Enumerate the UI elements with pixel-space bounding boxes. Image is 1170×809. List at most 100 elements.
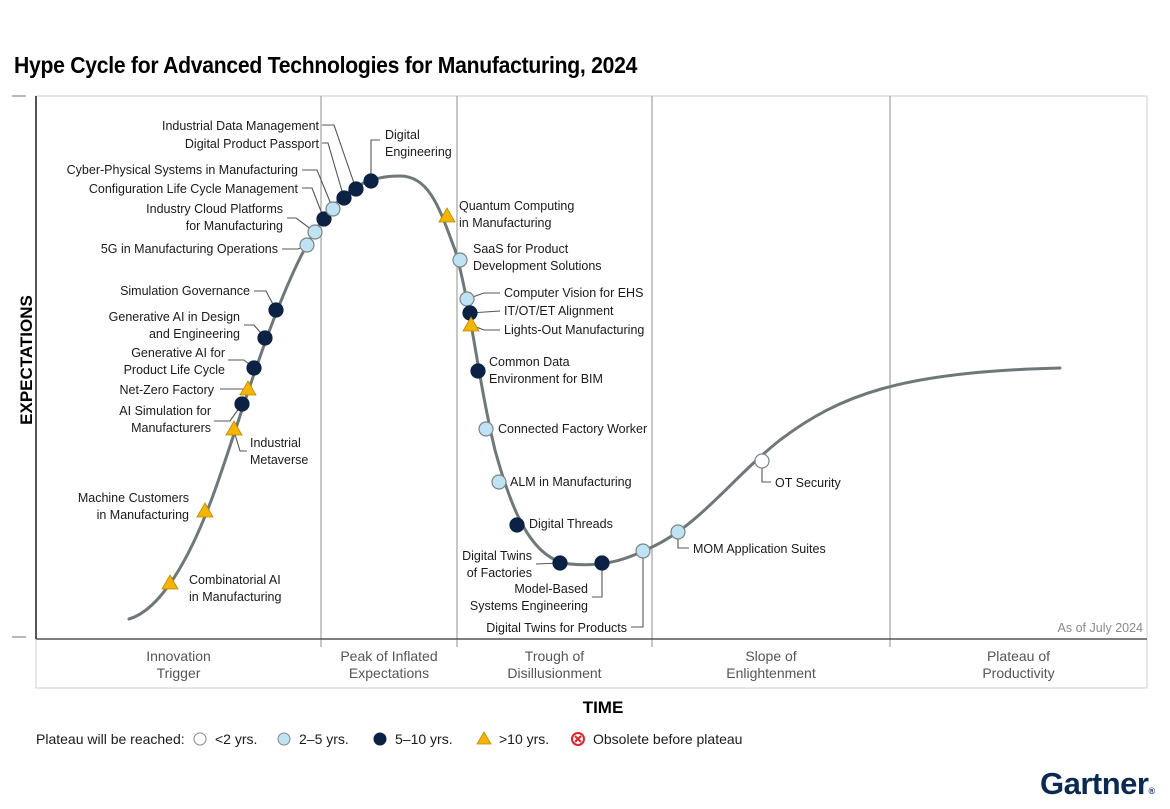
legend-label: Obsolete before plateau xyxy=(593,731,742,747)
point-label: OT Security xyxy=(775,476,842,490)
legend-item: 2–5 yrs. xyxy=(277,731,349,747)
point-marker xyxy=(246,360,262,376)
point-label-line: Industrial xyxy=(250,436,301,450)
legend-triangle-icon xyxy=(476,731,492,745)
legend-item: <2 yrs. xyxy=(193,731,257,747)
point-label: IT/OT/ET Alignment xyxy=(504,304,614,318)
point-label-line: Digital xyxy=(385,128,420,142)
point-marker xyxy=(462,305,478,321)
legend-label: <2 yrs. xyxy=(215,731,257,747)
point-marker xyxy=(470,363,486,379)
point-marker xyxy=(438,207,456,223)
point-label: Quantum Computing in Manufacturing xyxy=(459,199,574,230)
phase-label-line: Enlightenment xyxy=(726,665,816,681)
legend-label: 2–5 yrs. xyxy=(299,731,349,747)
leader-line xyxy=(592,563,603,598)
point-label: Computer Vision for EHS xyxy=(504,286,643,300)
point-label-line: in Manufacturing xyxy=(97,508,189,522)
point-label-line: ALM in Manufacturing xyxy=(510,475,632,489)
point-labels: Combinatorial AI in Manufacturing Machine … xyxy=(67,119,842,635)
phase-label: Peak of Inflated Expectations xyxy=(340,648,437,681)
point-marker xyxy=(552,555,568,571)
point-marker xyxy=(316,211,332,227)
phase-label-line: Productivity xyxy=(982,665,1054,681)
point-marker xyxy=(307,224,323,240)
phase-label-line: Disillusionment xyxy=(507,665,601,681)
point-label: Net-Zero Factory xyxy=(120,383,215,397)
point-marker xyxy=(196,502,214,518)
phase-label-line: Trough of xyxy=(525,648,585,664)
point-marker xyxy=(635,543,651,559)
point-label: Digital Twins for Products xyxy=(486,621,627,635)
point-label: AI Simulation for Manufacturers xyxy=(119,404,211,435)
point-marker xyxy=(161,574,179,590)
point-label: Combinatorial AI in Manufacturing xyxy=(189,573,281,604)
point-label-line: Digital Threads xyxy=(529,517,613,531)
point-marker xyxy=(754,453,770,469)
point-label-line: Simulation Governance xyxy=(120,284,250,298)
leader-line xyxy=(370,139,380,181)
leader-line xyxy=(233,430,247,452)
leader-line xyxy=(287,217,316,233)
point-marker xyxy=(509,517,525,533)
phase-label: Plateau of Productivity xyxy=(982,648,1054,681)
legend-label: 5–10 yrs. xyxy=(395,731,453,747)
point-label-line: Computer Vision for EHS xyxy=(504,286,643,300)
gartner-logo: Gartner® xyxy=(1040,766,1155,802)
point-label-line: Common Data xyxy=(489,355,570,369)
legend-circle-icon xyxy=(277,732,291,746)
data-points xyxy=(161,173,770,590)
leader-line xyxy=(631,551,644,628)
phase-labels: Innovation Trigger Peak of Inflated Expecta… xyxy=(146,648,1054,681)
point-label-line: Generative AI in Design xyxy=(109,310,240,324)
point-label-line: Net-Zero Factory xyxy=(120,383,215,397)
point-label-line: Manufacturers xyxy=(131,421,211,435)
point-marker xyxy=(234,396,250,412)
point-label-line: Configuration Life Cycle Management xyxy=(89,182,299,196)
point-marker xyxy=(363,173,379,189)
point-label-line: Product Life Cycle xyxy=(124,363,225,377)
point-label-line: 5G in Manufacturing Operations xyxy=(101,242,278,256)
point-marker xyxy=(491,474,507,490)
phase-label-line: Innovation xyxy=(146,648,211,664)
point-marker xyxy=(225,420,243,436)
leader-line xyxy=(302,187,325,220)
point-label: Common Data Environment for BIM xyxy=(489,355,603,386)
point-label-line: Industrial Data Management xyxy=(162,119,320,133)
point-label-line: and Engineering xyxy=(149,327,240,341)
point-label-line: Generative AI for xyxy=(131,346,225,360)
point-label-line: Systems Engineering xyxy=(470,599,588,613)
point-marker xyxy=(257,330,273,346)
y-axis-title: EXPECTATIONS xyxy=(17,295,36,425)
point-marker xyxy=(336,190,352,206)
point-marker xyxy=(478,421,494,437)
point-label-line: OT Security xyxy=(775,476,842,490)
legend: Plateau will be reached: <2 yrs. 2–5 yrs. 5… xyxy=(36,731,742,747)
point-label-line: Digital Twins for Products xyxy=(486,621,627,635)
point-label-line: for Manufacturing xyxy=(186,219,283,233)
leader-line xyxy=(322,142,345,199)
legend-obsolete-x-icon xyxy=(574,735,582,743)
phase-label-line: Peak of Inflated xyxy=(340,648,437,664)
point-label: Digital Threads xyxy=(529,517,613,531)
phase-label-line: Trigger xyxy=(157,665,201,681)
point-label-line: MOM Application Suites xyxy=(693,542,826,556)
phase-label: Slope of Enlightenment xyxy=(726,648,816,681)
point-marker xyxy=(670,524,686,540)
point-label-line: Development Solutions xyxy=(473,259,602,273)
point-label-line: Machine Customers xyxy=(78,491,189,505)
point-marker xyxy=(452,252,468,268)
legend-circle-icon xyxy=(373,732,387,746)
point-label: Industrial Metaverse xyxy=(250,436,308,467)
point-label: Machine Customers in Manufacturing xyxy=(78,491,189,522)
phase-label: Trough of Disillusionment xyxy=(507,648,601,681)
point-label: Generative AI in Design and Engineering xyxy=(109,310,240,341)
point-label: Connected Factory Worker xyxy=(498,422,647,436)
point-label: Industrial Data Management xyxy=(162,119,320,133)
point-label-line: Digital Product Passport xyxy=(185,137,320,151)
point-label-line: AI Simulation for xyxy=(119,404,211,418)
registered-mark: ® xyxy=(1148,786,1155,796)
point-label-line: of Factories xyxy=(467,566,532,580)
point-marker xyxy=(268,302,284,318)
